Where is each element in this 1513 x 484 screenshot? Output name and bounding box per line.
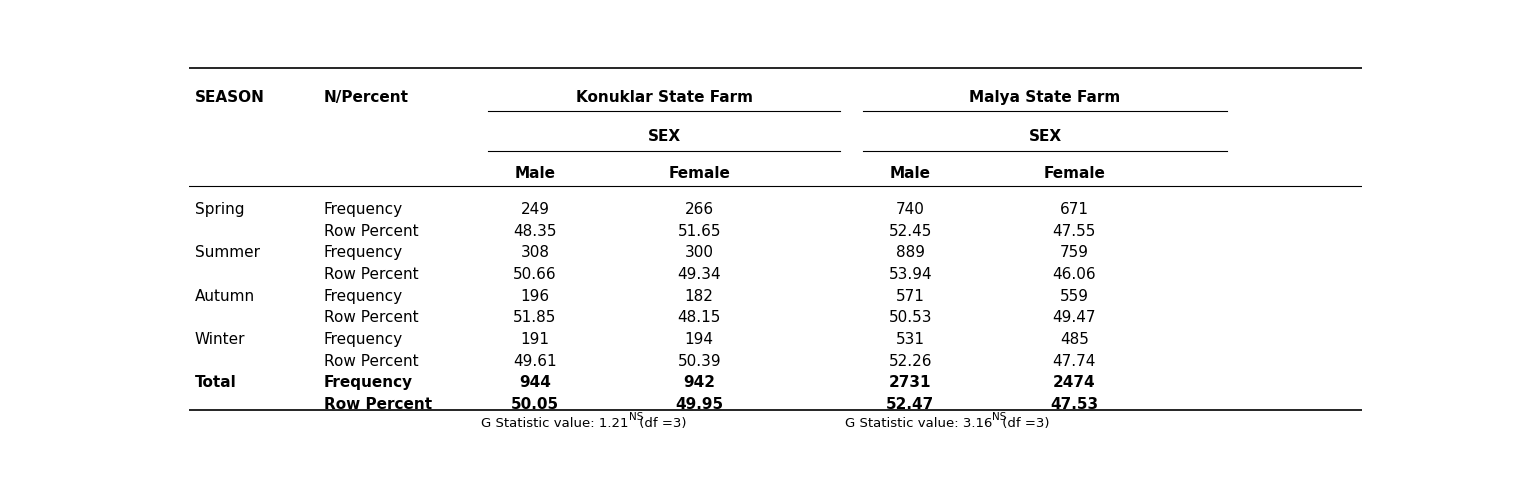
Text: Male: Male <box>890 166 930 181</box>
Text: Frequency: Frequency <box>324 331 402 346</box>
Text: 50.39: 50.39 <box>678 353 722 368</box>
Text: 52.26: 52.26 <box>888 353 932 368</box>
Text: 671: 671 <box>1061 201 1089 216</box>
Text: 49.47: 49.47 <box>1053 310 1097 325</box>
Text: 759: 759 <box>1061 245 1089 260</box>
Text: 50.66: 50.66 <box>513 266 557 281</box>
Text: 571: 571 <box>896 288 924 303</box>
Text: 249: 249 <box>520 201 549 216</box>
Text: Winter: Winter <box>195 331 245 346</box>
Text: 46.06: 46.06 <box>1053 266 1097 281</box>
Text: Row Percent: Row Percent <box>324 223 419 238</box>
Text: G Statistic value: 3.16: G Statistic value: 3.16 <box>844 416 993 429</box>
Text: 2474: 2474 <box>1053 375 1095 390</box>
Text: Male: Male <box>514 166 555 181</box>
Text: 48.35: 48.35 <box>513 223 557 238</box>
Text: 196: 196 <box>520 288 549 303</box>
Text: 49.95: 49.95 <box>675 396 723 411</box>
Text: Spring: Spring <box>195 201 245 216</box>
Text: 48.15: 48.15 <box>678 310 720 325</box>
Text: Row Percent: Row Percent <box>324 310 419 325</box>
Text: SEASON: SEASON <box>195 90 265 105</box>
Text: 182: 182 <box>685 288 714 303</box>
Text: 485: 485 <box>1061 331 1089 346</box>
Text: 740: 740 <box>896 201 924 216</box>
Text: Konuklar State Farm: Konuklar State Farm <box>575 90 752 105</box>
Text: 191: 191 <box>520 331 549 346</box>
Text: 266: 266 <box>685 201 714 216</box>
Text: Row Percent: Row Percent <box>324 396 433 411</box>
Text: (df =3): (df =3) <box>635 416 687 429</box>
Text: 47.53: 47.53 <box>1050 396 1098 411</box>
Text: 47.74: 47.74 <box>1053 353 1095 368</box>
Text: 2731: 2731 <box>890 375 932 390</box>
Text: 49.61: 49.61 <box>513 353 557 368</box>
Text: (df =3): (df =3) <box>999 416 1050 429</box>
Text: SEX: SEX <box>648 129 681 144</box>
Text: 194: 194 <box>685 331 714 346</box>
Text: 942: 942 <box>684 375 716 390</box>
Text: 944: 944 <box>519 375 551 390</box>
Text: 47.55: 47.55 <box>1053 223 1095 238</box>
Text: Malya State Farm: Malya State Farm <box>970 90 1121 105</box>
Text: NS: NS <box>993 411 1006 421</box>
Text: 559: 559 <box>1061 288 1089 303</box>
Text: 53.94: 53.94 <box>888 266 932 281</box>
Text: 51.65: 51.65 <box>678 223 722 238</box>
Text: 50.53: 50.53 <box>888 310 932 325</box>
Text: 300: 300 <box>685 245 714 260</box>
Text: Frequency: Frequency <box>324 288 402 303</box>
Text: NS: NS <box>629 411 643 421</box>
Text: Female: Female <box>669 166 731 181</box>
Text: Frequency: Frequency <box>324 375 413 390</box>
Text: 49.34: 49.34 <box>678 266 722 281</box>
Text: Summer: Summer <box>195 245 260 260</box>
Text: Frequency: Frequency <box>324 201 402 216</box>
Text: Autumn: Autumn <box>195 288 256 303</box>
Text: 52.45: 52.45 <box>888 223 932 238</box>
Text: Row Percent: Row Percent <box>324 353 419 368</box>
Text: Female: Female <box>1044 166 1106 181</box>
Text: SEX: SEX <box>1029 129 1062 144</box>
Text: 531: 531 <box>896 331 924 346</box>
Text: Frequency: Frequency <box>324 245 402 260</box>
Text: 308: 308 <box>520 245 549 260</box>
Text: N/Percent: N/Percent <box>324 90 409 105</box>
Text: Total: Total <box>195 375 236 390</box>
Text: 52.47: 52.47 <box>887 396 935 411</box>
Text: 51.85: 51.85 <box>513 310 557 325</box>
Text: 889: 889 <box>896 245 924 260</box>
Text: G Statistic value: 1.21: G Statistic value: 1.21 <box>481 416 629 429</box>
Text: Row Percent: Row Percent <box>324 266 419 281</box>
Text: 50.05: 50.05 <box>511 396 560 411</box>
